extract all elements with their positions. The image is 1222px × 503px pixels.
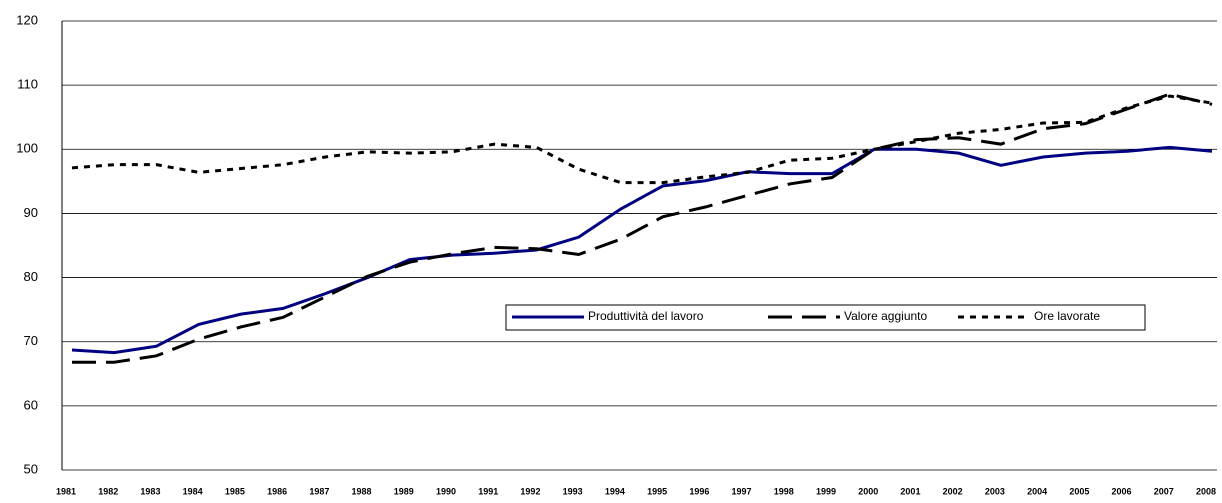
x-tick-label: 1985 [225, 486, 245, 496]
x-tick-label: 2006 [1112, 486, 1132, 496]
x-tick-label: 1983 [140, 486, 160, 496]
x-tick-label: 1981 [56, 486, 76, 496]
x-tick-label: 2003 [985, 486, 1005, 496]
legend-label: Ore lavorate [1034, 309, 1100, 323]
y-tick-label: 70 [24, 333, 38, 348]
x-tick-label: 1995 [647, 486, 667, 496]
x-tick-label: 1991 [478, 486, 498, 496]
x-tick-label: 1996 [689, 486, 709, 496]
y-tick-label: 50 [24, 461, 38, 476]
x-tick-label: 2007 [1154, 486, 1174, 496]
x-tick-label: 1989 [394, 486, 414, 496]
y-tick-label: 100 [16, 141, 38, 156]
x-tick-label: 2008 [1196, 486, 1216, 496]
x-tick-label: 1992 [520, 486, 540, 496]
x-tick-label: 1984 [183, 486, 203, 496]
x-tick-label: 1982 [98, 486, 118, 496]
x-tick-label: 1999 [816, 486, 836, 496]
legend-label: Produttività del lavoro [588, 309, 704, 323]
x-tick-label: 2004 [1027, 486, 1047, 496]
series-line [72, 92, 1213, 364]
x-tick-label: 1990 [436, 486, 456, 496]
series-line [71, 145, 1213, 355]
x-tick-label: 1988 [352, 486, 372, 496]
y-tick-label: 80 [24, 269, 38, 284]
legend-label: Valore aggiunto [844, 309, 928, 323]
x-tick-label: 1987 [309, 486, 329, 496]
x-tick-label: 1993 [563, 486, 583, 496]
x-tick-label: 2001 [900, 486, 920, 496]
y-tick-label: 110 [17, 77, 38, 92]
y-tick-label: 60 [24, 397, 38, 412]
x-tick-label: 1986 [267, 486, 287, 496]
x-tick-label: 1997 [732, 486, 752, 496]
x-tick-label: 2000 [858, 486, 878, 496]
y-tick-label: 120 [16, 12, 38, 27]
series-line [71, 94, 1213, 185]
x-tick-label: 2005 [1069, 486, 1089, 496]
x-tick-label: 2002 [943, 486, 963, 496]
x-tick-label: 1998 [774, 486, 794, 496]
y-tick-label: 90 [24, 205, 38, 220]
x-tick-label: 1994 [605, 486, 625, 496]
